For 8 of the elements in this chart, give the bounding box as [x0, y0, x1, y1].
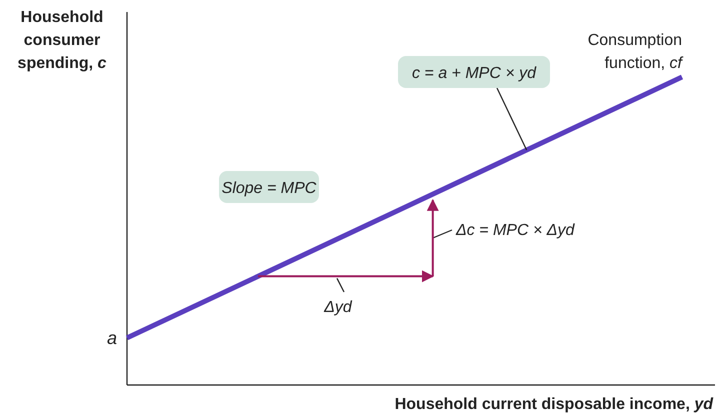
- x-axis-title: Household current disposable income, yd: [394, 396, 714, 413]
- series-label: Consumption function, cf: [588, 32, 684, 72]
- annotation: Δc = MPC × Δyd: [455, 222, 576, 239]
- annotation: a: [106, 328, 118, 348]
- annotation: c = a + MPC × yd: [412, 65, 538, 82]
- annotation: Δyd: [323, 299, 353, 316]
- annotation: Slope = MPC: [222, 180, 317, 197]
- y-axis-title: Household consumer spending, c: [18, 9, 107, 72]
